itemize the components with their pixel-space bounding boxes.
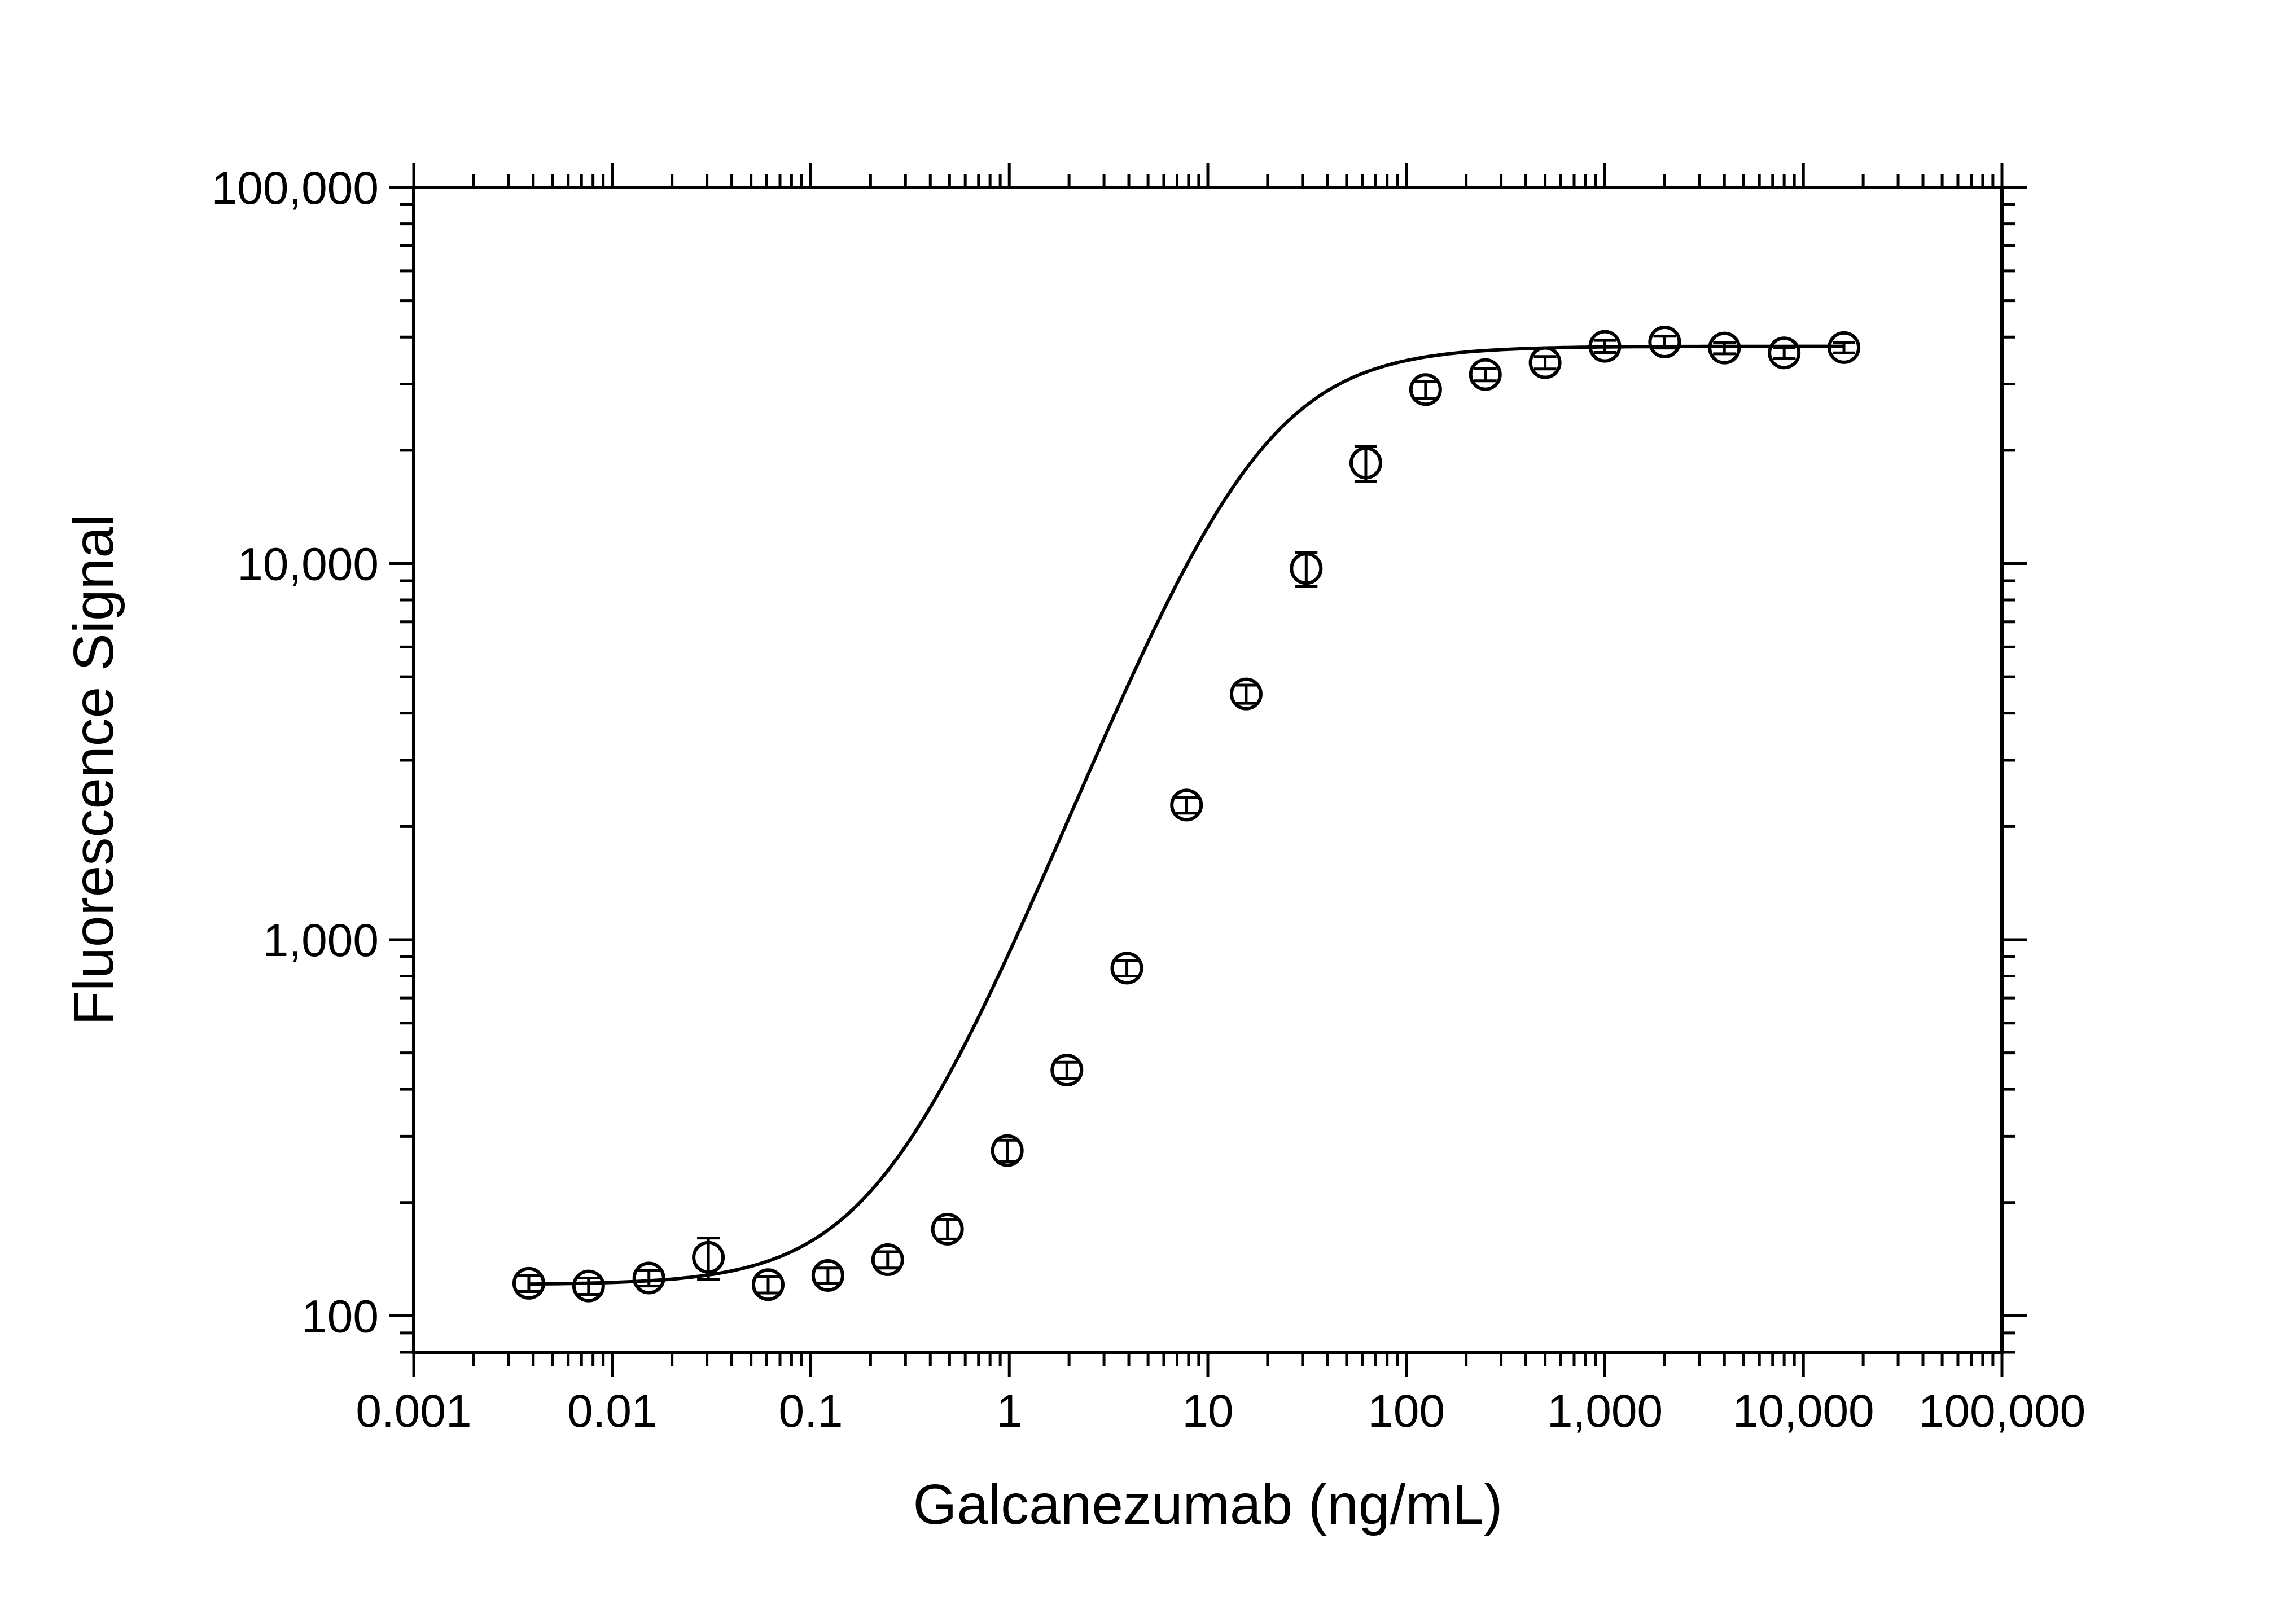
data-point (1469, 358, 1502, 391)
data-point (1110, 952, 1143, 985)
point-marker (1170, 788, 1203, 822)
data-point (1588, 330, 1622, 363)
y-tick-label: 100,000 (212, 163, 379, 214)
point-marker (991, 1134, 1024, 1167)
data-point (572, 1269, 605, 1303)
point-marker (1229, 677, 1263, 711)
data-point (1409, 373, 1442, 406)
point-marker (512, 1266, 545, 1300)
point-marker (1528, 346, 1562, 379)
plot-frame (412, 186, 2004, 1354)
data-point (811, 1259, 844, 1292)
point-marker (1110, 952, 1143, 985)
y-axis: 100 1,000 10,000 100,000 (212, 163, 2027, 1354)
x-tick-label: 10,000 (1733, 1386, 1874, 1437)
x-tick-label: 1,000 (1547, 1386, 1663, 1437)
data-point (632, 1261, 665, 1295)
point-marker (1409, 373, 1442, 406)
point-marker (1588, 330, 1622, 363)
data-point (512, 1266, 545, 1300)
data-point (1708, 331, 1741, 365)
point-marker (1290, 552, 1323, 585)
point-marker (1828, 331, 1861, 364)
point-marker (1648, 326, 1681, 359)
data-point (1290, 551, 1323, 588)
point-marker (811, 1259, 844, 1292)
data-point (1229, 677, 1263, 711)
data-point (751, 1268, 785, 1301)
x-axis: 0.001 0.01 0.1 1 10 100 1,000 10,000 100,000 (356, 163, 2085, 1437)
x-axis-label: Galcanezumab (ng/mL) (913, 1473, 1503, 1536)
x-tick-label: 0.1 (779, 1386, 843, 1437)
data-point (692, 1237, 725, 1281)
x-tick-label: 0.01 (567, 1386, 658, 1437)
x-tick-label: 10 (1182, 1386, 1233, 1437)
data-point (1648, 326, 1681, 359)
data-point (931, 1212, 964, 1246)
data-point (871, 1243, 904, 1276)
y-tick-label: 1,000 (263, 915, 379, 966)
fit-curve (528, 344, 1844, 1286)
data-point (1349, 445, 1382, 484)
data-point (1828, 331, 1861, 364)
y-axis-label: Fluorescence Signal (62, 514, 125, 1025)
x-tick-label: 100,000 (1918, 1386, 2085, 1437)
point-marker (1708, 331, 1741, 365)
point-marker (632, 1261, 665, 1295)
point-marker (871, 1243, 904, 1276)
point-marker (1469, 358, 1502, 391)
point-marker (1349, 446, 1382, 480)
point-marker (692, 1240, 725, 1274)
y-tick-label: 100 (301, 1291, 379, 1342)
point-marker (1768, 336, 1801, 370)
point-marker (751, 1268, 785, 1301)
x-tick-label: 1 (996, 1386, 1022, 1437)
point-marker (931, 1212, 964, 1246)
y-tick-label: 10,000 (237, 538, 379, 590)
point-marker (1050, 1054, 1084, 1087)
point-marker (572, 1269, 605, 1303)
data-point (1170, 788, 1203, 822)
x-tick-label: 100 (1368, 1386, 1445, 1437)
data-point (1528, 346, 1562, 379)
data-point (1768, 336, 1801, 370)
data-point (991, 1134, 1024, 1167)
x-tick-label: 0.001 (356, 1386, 471, 1437)
data-points (512, 326, 1861, 1303)
data-point (1050, 1054, 1084, 1087)
